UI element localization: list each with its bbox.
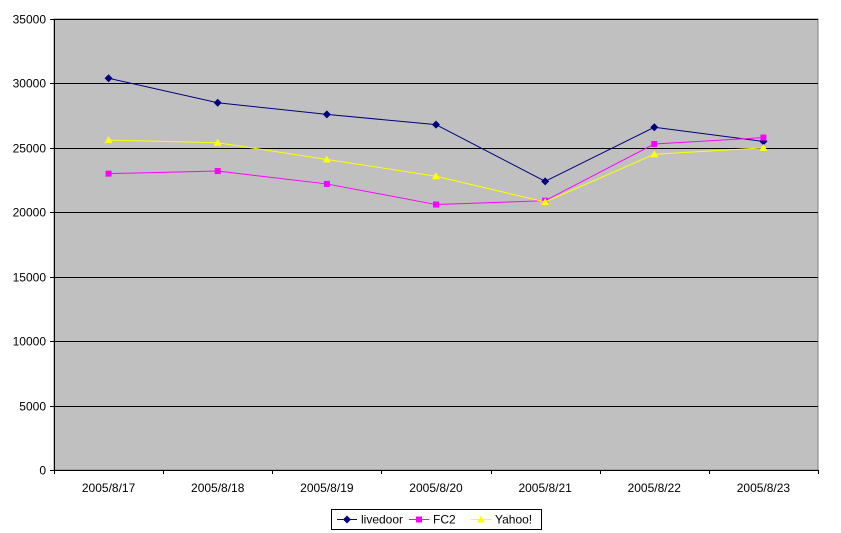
legend-label: FC2 xyxy=(433,513,456,527)
y-tick-label: 35000 xyxy=(13,13,47,27)
legend-marker xyxy=(477,515,485,523)
legend-item: FC2 xyxy=(409,513,456,527)
legend-box xyxy=(331,509,542,530)
data-point xyxy=(650,150,659,158)
legend-marker xyxy=(416,516,422,523)
series-layer xyxy=(104,74,768,208)
x-tick-label: 2005/8/18 xyxy=(191,481,245,495)
legend-label: Yahoo! xyxy=(495,513,532,527)
legend-item: Yahoo! xyxy=(471,513,532,527)
y-tick-label: 30000 xyxy=(13,77,47,91)
legend: livedoor FC2 Yahoo! xyxy=(331,509,542,530)
data-point xyxy=(651,140,658,147)
series-3 xyxy=(104,136,768,205)
data-point xyxy=(213,98,222,107)
data-point xyxy=(105,170,112,177)
y-tick-label: 25000 xyxy=(13,142,47,156)
x-tick-label: 2005/8/19 xyxy=(300,481,354,495)
data-point xyxy=(214,168,221,175)
data-point xyxy=(322,155,331,163)
legend-item: livedoor xyxy=(337,513,403,527)
plot-area xyxy=(53,18,819,471)
data-point xyxy=(322,110,331,119)
axes: 0 5000 10000 15000 20000 25000 30000 35000 2005/… xyxy=(13,13,819,495)
x-tick-label: 2005/8/21 xyxy=(518,481,572,495)
data-point xyxy=(541,177,550,186)
x-tick-label: 2005/8/20 xyxy=(409,481,463,495)
data-point xyxy=(104,136,113,144)
data-point xyxy=(760,134,767,141)
y-tick-label: 5000 xyxy=(19,400,46,414)
legend-marker xyxy=(343,515,351,524)
x-tick-label: 2005/8/23 xyxy=(737,481,791,495)
data-point xyxy=(541,197,550,205)
legend-label: livedoor xyxy=(361,513,403,527)
data-point xyxy=(213,138,222,146)
x-tick-label: 2005/8/17 xyxy=(82,481,136,495)
gridlines xyxy=(54,19,818,407)
y-tick-label: 0 xyxy=(39,464,46,478)
x-tick-label: 2005/8/22 xyxy=(628,481,682,495)
data-point xyxy=(432,120,440,129)
data-point xyxy=(650,123,659,132)
y-tick-label: 10000 xyxy=(13,335,47,349)
data-point xyxy=(432,172,440,180)
y-tick-label: 15000 xyxy=(13,271,47,285)
data-point xyxy=(759,143,768,151)
y-tick-label: 20000 xyxy=(13,206,47,220)
data-point xyxy=(104,74,113,83)
data-point xyxy=(323,180,330,187)
data-point xyxy=(433,201,439,208)
